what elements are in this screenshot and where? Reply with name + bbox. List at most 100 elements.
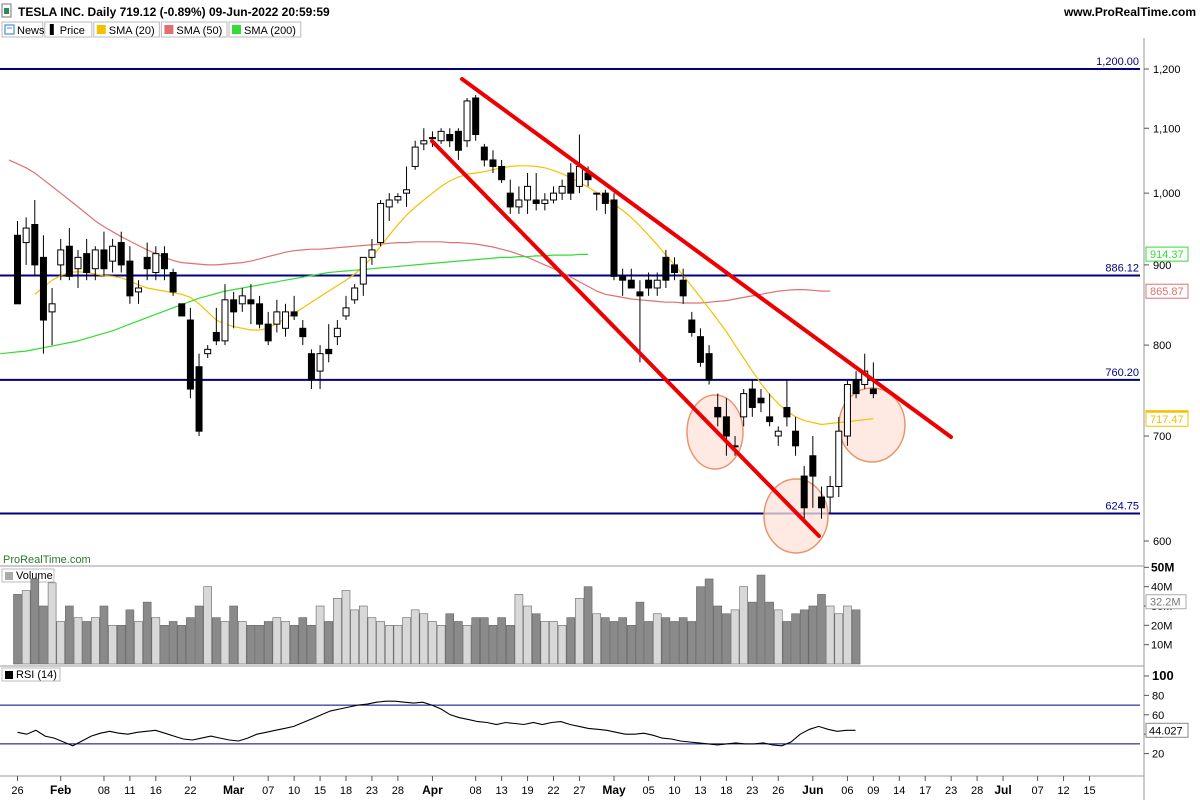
volume-bar	[851, 609, 861, 665]
candle	[619, 268, 627, 296]
candle-body	[325, 348, 333, 355]
x-tick-label: Mar	[223, 783, 245, 797]
legend-item-price[interactable]: Price	[44, 21, 93, 38]
volume-bar	[419, 613, 429, 665]
candle-body	[567, 172, 575, 194]
volume-bar	[177, 625, 187, 665]
candle-body	[403, 189, 411, 194]
moving-averages	[0, 159, 874, 426]
volume-bar	[808, 605, 818, 665]
rsi-lines	[0, 700, 1140, 747]
candle	[662, 249, 670, 288]
rsi-last-box	[1145, 722, 1189, 738]
candle-body	[489, 159, 497, 167]
candle-body	[359, 256, 367, 285]
legend-item-news[interactable]: News	[1, 21, 45, 38]
rsi-axis[interactable]: 1008060402044.027	[1144, 668, 1189, 761]
candle-body	[757, 397, 765, 404]
volume-bar	[549, 621, 558, 665]
candle-body	[264, 323, 272, 342]
rsi-tick-label: 20	[1152, 749, 1164, 761]
candle	[368, 238, 376, 265]
candle	[403, 166, 411, 207]
volume-bar	[661, 617, 671, 665]
candle-body	[281, 311, 289, 329]
x-tick-label: 10	[668, 785, 680, 797]
candle	[437, 128, 445, 144]
x-tick-label: 26	[772, 785, 784, 797]
volume-bar	[82, 621, 91, 665]
candle-body	[835, 430, 843, 487]
x-tick-label: 18	[340, 785, 352, 797]
candle	[342, 295, 350, 321]
candle	[601, 189, 609, 214]
candle	[377, 199, 385, 247]
candle	[186, 307, 194, 399]
volume-tick-label: 40M	[1151, 582, 1172, 594]
volume-bar	[108, 625, 117, 665]
volume-bar	[739, 586, 748, 665]
candle-body	[627, 279, 635, 289]
x-tick-label: 11	[124, 785, 135, 797]
candle	[774, 426, 782, 446]
x-tick-label: 28	[971, 785, 983, 797]
x-axis[interactable]: 26 Feb 08 11 16 22 Mar 07 10 15 18 23 28 Apr 08 13 19 22 2…	[11, 776, 1096, 797]
volume-tick-label: 10M	[1151, 640, 1172, 652]
legend-item-sma-50-[interactable]: SMA (50)	[160, 21, 228, 38]
legend: News Price SMA (20) SMA (50) SMA (200)	[1, 21, 302, 38]
candle-body	[601, 192, 609, 204]
x-tick-label: 13	[495, 785, 507, 797]
candle	[307, 349, 315, 390]
candle	[792, 416, 800, 456]
candle	[688, 311, 696, 337]
candle-body	[256, 303, 264, 325]
candle	[645, 272, 653, 296]
news-icon	[4, 24, 15, 35]
candle	[515, 186, 523, 214]
rsi-legend: RSI (14)	[1, 667, 61, 682]
candle-body	[817, 496, 825, 509]
candle-body	[91, 249, 99, 270]
volume-bar	[704, 578, 714, 665]
candle-body	[238, 295, 246, 305]
toolbar-icon[interactable]	[1, 3, 12, 18]
candle-body	[843, 384, 851, 437]
candle	[653, 272, 661, 296]
volume-bar	[713, 605, 723, 665]
volume-bar	[540, 621, 550, 665]
candle-body	[169, 272, 177, 293]
level-label: 760.20	[1105, 367, 1139, 379]
x-tick-label: 13	[694, 785, 706, 797]
candle-body	[671, 264, 679, 274]
price-axis[interactable]: 1,200 1,100 1,000 900 800 700 600	[1144, 64, 1181, 548]
volume-axis[interactable]: 50M40M30M20M10M32.2M	[1144, 560, 1187, 652]
volume-bar	[462, 625, 472, 665]
x-tick-label: 19	[521, 785, 533, 797]
candle	[671, 257, 679, 281]
price-tick-label: 1,200	[1153, 64, 1181, 76]
volume-bar	[428, 621, 437, 665]
candle	[91, 246, 99, 281]
candle-body	[792, 430, 800, 447]
candle	[256, 295, 264, 329]
candle-body	[748, 388, 756, 408]
x-tick-label: 08	[470, 785, 482, 797]
candle	[238, 287, 246, 312]
candle-body	[549, 192, 557, 201]
volume-bar	[125, 609, 135, 665]
candle	[809, 436, 817, 508]
candle	[135, 280, 143, 304]
volume-bar	[367, 617, 377, 665]
candle-body	[869, 388, 877, 395]
volume-bar	[384, 625, 394, 665]
rsi-tick-label: 60	[1152, 710, 1164, 722]
volume-bar	[229, 605, 238, 665]
candle-body	[722, 416, 730, 437]
candle	[65, 228, 73, 281]
legend-item-sma-200-[interactable]: SMA (200)	[228, 21, 302, 38]
rsi-icon	[5, 671, 13, 679]
legend-item-sma-20-[interactable]: SMA (20)	[93, 21, 160, 38]
candle-body	[541, 199, 549, 204]
sma-200-line	[0, 253, 589, 355]
